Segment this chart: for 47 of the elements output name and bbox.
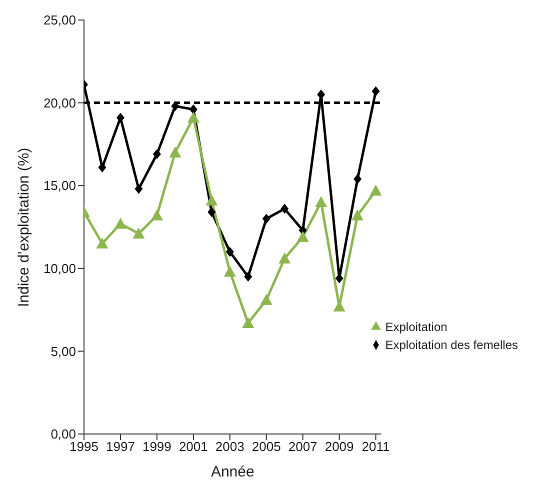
point [169,146,182,158]
x-axis-title: Année [210,464,254,481]
point [226,246,234,257]
point [132,228,145,239]
point [189,104,198,114]
point [262,214,270,224]
y-tick-label: 10,00 [43,261,76,276]
point [244,272,252,282]
legend-label: Exploitation [385,320,448,334]
point [187,112,200,123]
y-tick-label: 0,00 [50,426,76,442]
point [152,149,161,160]
x-tick-label: 1997 [106,439,135,454]
y-axis-title: Indice d’exploitation (%) [15,148,32,307]
point [98,162,106,172]
point [296,230,309,242]
point [352,209,364,220]
x-tick-label: 2009 [324,439,354,454]
point [171,101,180,112]
point [206,194,218,206]
x-tick-label: 2003 [215,439,244,454]
x-tick-label: 2011 [362,439,390,454]
x-tick-label: 2007 [288,439,318,454]
x-tick-label: 2001 [178,439,208,454]
point [116,112,124,123]
point [372,86,380,96]
point [278,252,291,264]
y-tick-label: 25,00 [43,12,76,28]
y-tick-label: 15,00 [43,178,76,194]
point [96,238,108,249]
x-tick-label: 2005 [252,439,281,454]
point [315,196,328,208]
point [242,317,254,328]
y-tick-label: 20,00 [43,95,76,110]
point [370,184,382,196]
point [280,204,289,214]
point [208,207,216,218]
point [260,294,272,305]
point [134,184,143,194]
legend-label: Exploitation des femelles [385,338,518,352]
x-tick-label: 1995 [70,439,98,454]
point [150,209,163,220]
point [354,174,362,184]
point [224,266,236,277]
y-tick-label: 5,00 [50,344,76,359]
point [114,218,126,229]
x-tick-label: 1999 [142,439,172,454]
